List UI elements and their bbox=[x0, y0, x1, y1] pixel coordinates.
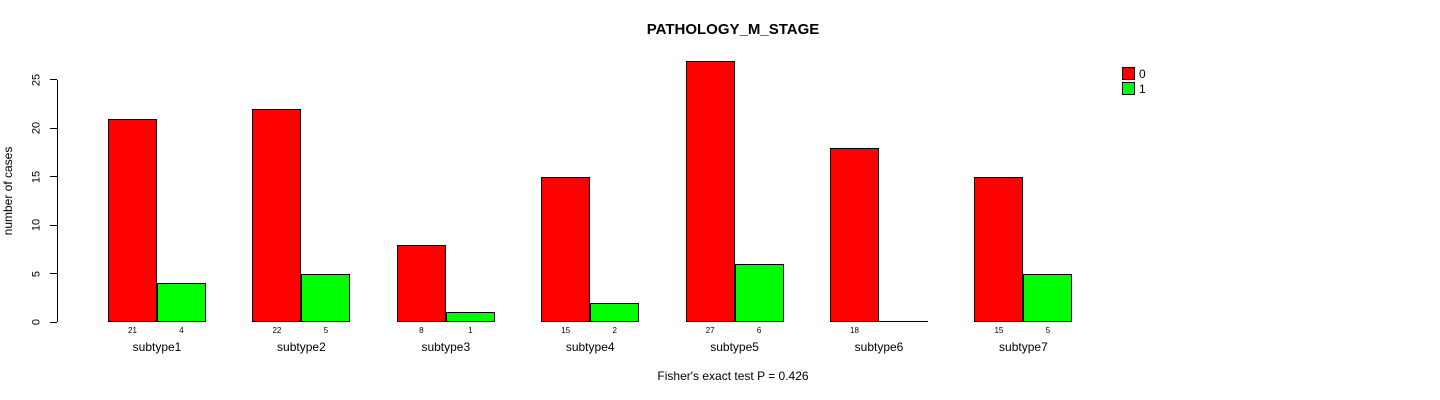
bar-value-label: 8 bbox=[419, 326, 424, 335]
legend-swatch-icon bbox=[1122, 82, 1135, 95]
chart-title: PATHOLOGY_M_STAGE bbox=[646, 21, 820, 38]
zero-height-bar-subtype6-series1 bbox=[879, 321, 928, 322]
y-axis-tick-label: 10 bbox=[30, 219, 43, 232]
bar-subtype6-series0 bbox=[830, 147, 879, 322]
bar-value-label: 5 bbox=[1045, 326, 1051, 335]
y-axis-tick bbox=[50, 79, 57, 81]
bar-value-label: 2 bbox=[612, 326, 617, 335]
x-axis-category-label: subtype5 bbox=[710, 340, 759, 354]
x-axis-category-label: subtype6 bbox=[854, 340, 904, 354]
bar-subtype7-series1 bbox=[1023, 273, 1073, 322]
fisher-test-annotation: Fisher's exact test P = 0.426 bbox=[657, 369, 809, 383]
bar-subtype5-series1 bbox=[734, 263, 784, 322]
x-axis-category-label: subtype7 bbox=[999, 340, 1048, 354]
y-axis-tick-label: 25 bbox=[30, 73, 43, 87]
bar-value-label: 5 bbox=[323, 326, 329, 335]
y-axis-tick bbox=[50, 273, 57, 275]
legend-label: 0 bbox=[1139, 66, 1146, 81]
y-axis-tick bbox=[50, 224, 57, 226]
x-axis-category-label: subtype1 bbox=[132, 340, 182, 354]
bar-subtype3-series0 bbox=[396, 244, 446, 322]
bar-value-label: 4 bbox=[179, 326, 184, 335]
bar-value-label: 1 bbox=[468, 326, 473, 335]
bar-value-label: 22 bbox=[272, 326, 282, 335]
legend-swatch-icon bbox=[1122, 67, 1135, 80]
bar-subtype2-series1 bbox=[301, 273, 351, 322]
x-axis-category-label: subtype3 bbox=[421, 340, 471, 354]
y-axis-tick-label: 0 bbox=[30, 318, 43, 326]
bar-value-label: 18 bbox=[850, 326, 859, 335]
bar-subtype7-series0 bbox=[974, 176, 1024, 322]
bar-subtype4-series0 bbox=[541, 176, 591, 322]
bar-subtype2-series0 bbox=[252, 108, 302, 322]
bar-value-label: 27 bbox=[705, 326, 715, 335]
y-axis-tick-label: 5 bbox=[30, 270, 43, 277]
legend-label: 1 bbox=[1139, 81, 1146, 96]
x-axis-category-label: subtype4 bbox=[565, 340, 615, 354]
y-axis-tick-label: 15 bbox=[30, 170, 43, 183]
bar-subtype1-series0 bbox=[108, 118, 157, 322]
y-axis-tick bbox=[50, 127, 57, 129]
x-axis-category-label: subtype2 bbox=[277, 340, 326, 354]
bar-subtype5-series0 bbox=[685, 60, 735, 322]
bar-subtype3-series1 bbox=[445, 312, 495, 322]
bar-value-label: 15 bbox=[994, 326, 1004, 335]
bar-value-label: 15 bbox=[561, 326, 571, 335]
y-axis-tick bbox=[50, 321, 57, 323]
y-axis-tick-label: 20 bbox=[30, 122, 43, 135]
bar-subtype4-series1 bbox=[590, 302, 640, 322]
y-axis-line bbox=[57, 80, 58, 322]
bar-subtype1-series1 bbox=[157, 283, 206, 322]
bar-value-label: 21 bbox=[128, 326, 137, 335]
y-axis-tick bbox=[50, 176, 57, 178]
bar-value-label: 6 bbox=[756, 326, 762, 335]
